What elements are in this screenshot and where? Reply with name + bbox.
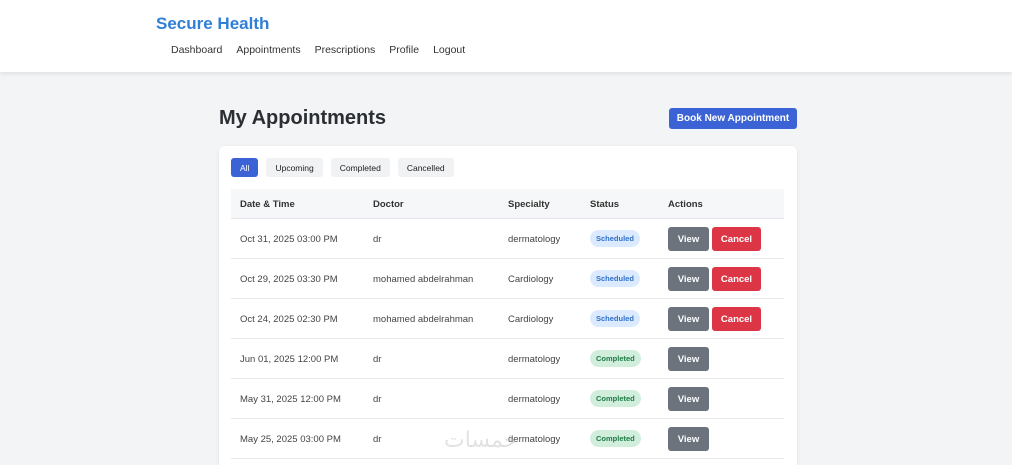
- cell-doctor: dr: [373, 234, 382, 245]
- cell-datetime: Oct 31, 2025 03:00 PM: [240, 234, 338, 245]
- cell-specialty: Cardiology: [508, 314, 554, 325]
- cell-doctor: dr: [373, 394, 382, 405]
- cell-doctor: dr: [373, 434, 382, 445]
- column-header-datetime: Date & Time: [240, 199, 295, 210]
- column-header-actions: Actions: [668, 199, 703, 210]
- brand-logo-text[interactable]: Secure Health: [156, 14, 270, 33]
- cancel-button[interactable]: Cancel: [712, 227, 761, 251]
- column-header-doctor: Doctor: [373, 199, 404, 210]
- cell-specialty: dermatology: [508, 434, 561, 445]
- cell-specialty: dermatology: [508, 234, 561, 245]
- view-button[interactable]: View: [668, 307, 709, 331]
- table-row: Oct 24, 2025 02:30 PM mohamed abdelrahma…: [231, 299, 784, 339]
- cancel-button[interactable]: Cancel: [712, 267, 761, 291]
- filter-upcoming[interactable]: Upcoming: [266, 158, 323, 177]
- status-badge: Scheduled: [590, 270, 640, 287]
- nav-logout[interactable]: Logout: [433, 44, 466, 56]
- table-row: Oct 31, 2025 03:00 PM dr dermatology Sch…: [231, 219, 784, 259]
- nav-profile[interactable]: Profile: [389, 44, 420, 56]
- cell-doctor: dr: [373, 354, 382, 365]
- table-row: Jun 01, 2025 12:00 PM dr dermatology Com…: [231, 339, 784, 379]
- nav-appointments[interactable]: Appointments: [236, 44, 301, 56]
- cell-datetime: May 31, 2025 12:00 PM: [240, 394, 341, 405]
- nav-dashboard[interactable]: Dashboard: [171, 44, 223, 56]
- status-badge: Scheduled: [590, 230, 640, 247]
- cell-datetime: Oct 29, 2025 03:30 PM: [240, 274, 338, 285]
- filter-cancelled[interactable]: Cancelled: [397, 158, 454, 177]
- cell-doctor: mohamed abdelrahman: [373, 274, 474, 285]
- cancel-button[interactable]: Cancel: [712, 307, 761, 331]
- main-nav: Dashboard Appointments Prescriptions Pro…: [171, 44, 465, 56]
- filter-all[interactable]: All: [231, 158, 259, 177]
- table-row: May 31, 2025 12:00 PM dr dermatology Com…: [231, 379, 784, 419]
- watermark-text: خمسات: [444, 428, 518, 453]
- table-header: Date & Time Doctor Specialty Status Acti…: [231, 189, 784, 219]
- status-badge: Completed: [590, 390, 641, 407]
- table-row: May 25, 2025 03:00 PM dr dermatology Com…: [231, 419, 784, 459]
- nav-prescriptions[interactable]: Prescriptions: [314, 44, 376, 56]
- appointments-card: All Upcoming Completed Cancelled Date & …: [219, 146, 797, 465]
- column-header-status: Status: [590, 199, 620, 210]
- view-button[interactable]: View: [668, 267, 709, 291]
- view-button[interactable]: View: [668, 427, 709, 451]
- book-new-appointment-button[interactable]: Book New Appointment: [669, 108, 797, 129]
- cell-specialty: Cardiology: [508, 274, 554, 285]
- cell-doctor: mohamed abdelrahman: [373, 314, 474, 325]
- cell-datetime: Jun 01, 2025 12:00 PM: [240, 354, 339, 365]
- column-header-specialty: Specialty: [508, 199, 550, 210]
- filter-completed[interactable]: Completed: [330, 158, 390, 177]
- view-button[interactable]: View: [668, 227, 709, 251]
- cell-datetime: Oct 24, 2025 02:30 PM: [240, 314, 338, 325]
- view-button[interactable]: View: [668, 347, 709, 371]
- page-title: My Appointments: [219, 107, 387, 129]
- view-button[interactable]: View: [668, 387, 709, 411]
- status-badge: Completed: [590, 350, 641, 367]
- status-badge: Scheduled: [590, 310, 640, 327]
- cell-specialty: dermatology: [508, 394, 561, 405]
- cell-datetime: May 25, 2025 03:00 PM: [240, 434, 341, 445]
- table-row: Oct 29, 2025 03:30 PM mohamed abdelrahma…: [231, 259, 784, 299]
- cell-specialty: dermatology: [508, 354, 561, 365]
- top-navbar: Secure Health Dashboard Appointments Pre…: [0, 0, 1012, 72]
- status-badge: Completed: [590, 430, 641, 447]
- status-filter-tabs: All Upcoming Completed Cancelled: [231, 158, 454, 177]
